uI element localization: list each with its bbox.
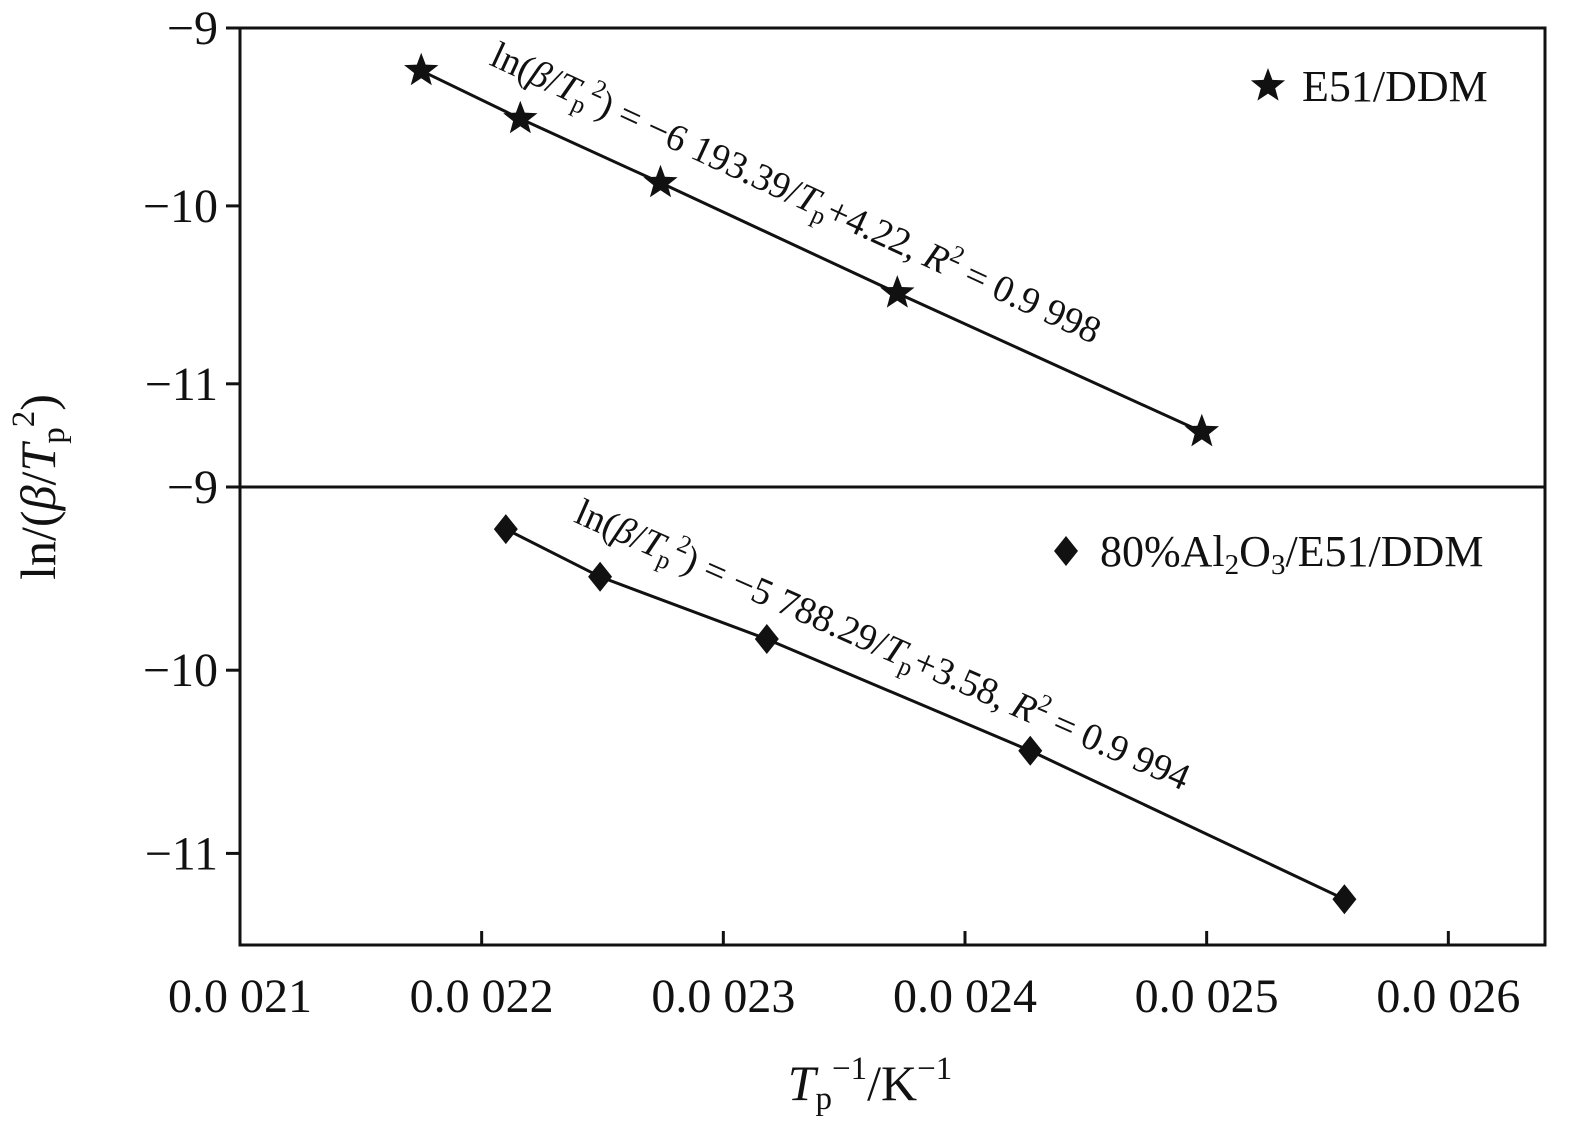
- y-tick-label: −11: [145, 358, 218, 411]
- y-tick-label: −11: [145, 827, 218, 880]
- star-marker: [404, 52, 439, 86]
- x-tick-label: 0.0 022: [410, 970, 554, 1023]
- y-axis-label: ln/(β/Tp2): [6, 394, 72, 580]
- diamond-marker: [1018, 735, 1043, 766]
- x-tick-label: 0.0 024: [893, 970, 1037, 1023]
- x-tick-label: 0.0 026: [1376, 970, 1520, 1023]
- y-tick-label: −10: [143, 180, 218, 233]
- diamond-marker: [754, 624, 779, 655]
- diamond-marker: [1332, 884, 1357, 915]
- star-marker: [503, 100, 538, 134]
- x-tick-label: 0.0 023: [651, 970, 795, 1023]
- y-tick-label: −10: [143, 644, 218, 697]
- legend-marker-top: [1250, 68, 1286, 101]
- legend-label-bottom: 80%Al2O3/E51/DDM: [1100, 527, 1483, 581]
- legend-label-top: E51/DDM: [1302, 62, 1488, 111]
- star-marker: [643, 164, 678, 198]
- legend-marker-bottom: [1054, 536, 1078, 566]
- y-tick-label: −9: [167, 2, 218, 55]
- x-tick-label: 0.0 021: [168, 970, 312, 1023]
- diamond-marker: [493, 514, 518, 545]
- x-tick-label: 0.0 025: [1135, 970, 1279, 1023]
- star-marker: [880, 275, 915, 308]
- diamond-marker: [588, 561, 613, 592]
- y-tick-label: −9: [167, 461, 218, 514]
- x-axis-label: Tp−1/K−1: [788, 1051, 953, 1117]
- star-marker: [1184, 413, 1219, 447]
